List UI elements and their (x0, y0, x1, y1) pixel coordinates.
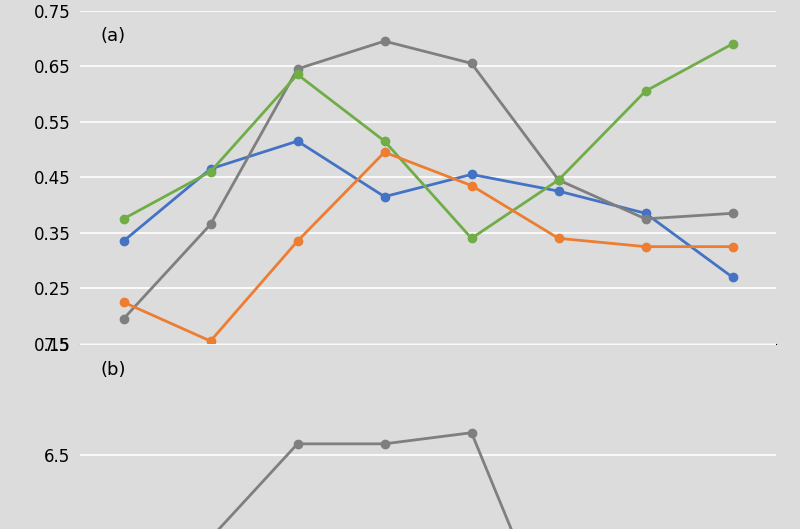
Text: (a): (a) (101, 28, 126, 45)
X-axis label: 北京时: 北京时 (410, 382, 446, 402)
Text: (b): (b) (101, 361, 126, 379)
